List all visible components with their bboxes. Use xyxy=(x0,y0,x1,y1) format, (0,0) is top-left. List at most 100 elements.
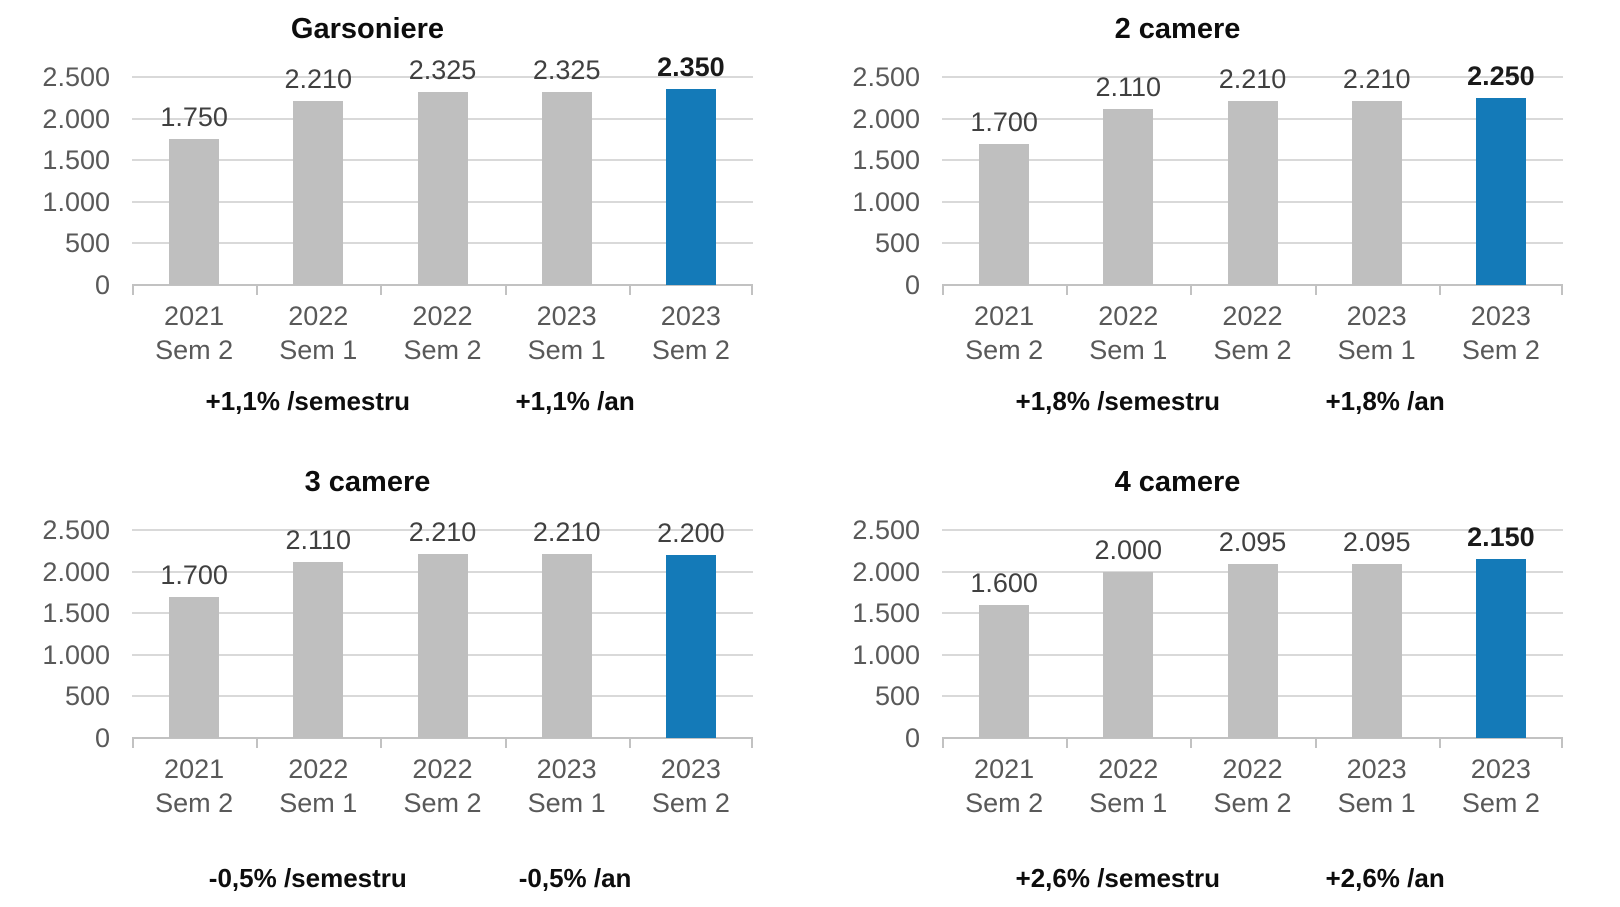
y-axis-tick-label: 2.000 xyxy=(852,103,920,134)
bar-highlighted xyxy=(665,555,716,738)
x-axis-category-label: 2023 Sem 2 xyxy=(629,752,753,820)
y-axis-tick-label: 1.500 xyxy=(42,598,110,629)
x-axis-category-line: 2021 xyxy=(974,301,1035,331)
y-axis-tick-label: 0 xyxy=(94,270,110,300)
x-axis-category-line: Sem 1 xyxy=(1337,788,1416,818)
bar xyxy=(169,139,220,285)
semester-change-annotation: +1,1% /semestru xyxy=(205,386,411,416)
x-axis-line xyxy=(132,737,753,739)
x-axis-category-line: 2023 xyxy=(1470,301,1531,331)
x-axis-tick xyxy=(256,738,259,748)
x-axis-category-line: 2021 xyxy=(164,301,225,331)
bar-value-label: 1.750 xyxy=(160,102,228,132)
bar xyxy=(1351,564,1402,738)
annual-change-annotation: -0,5% /an xyxy=(518,863,632,893)
x-axis-category-label: 2022 Sem 1 xyxy=(1066,299,1190,367)
bar xyxy=(293,101,344,285)
y-axis-tick-label: 2.000 xyxy=(852,556,920,587)
gridline xyxy=(132,529,753,531)
x-axis-tick xyxy=(504,738,507,748)
bar-highlighted xyxy=(665,89,716,285)
x-axis-category-label: 2022 Sem 2 xyxy=(380,299,504,367)
y-axis-tick-label: 1.000 xyxy=(42,639,110,670)
y-axis-tick-label: 1.500 xyxy=(852,145,920,176)
x-axis-tick xyxy=(942,285,944,295)
y-axis-tick-label: 2.500 xyxy=(42,62,110,92)
bar-chart-3-camere: 3 camere 0 500 1.000 1.500 2.000 2.500 1.700 2.… xyxy=(0,453,810,906)
x-axis-category-line: Sem 1 xyxy=(1337,335,1416,365)
bar-value-label: 2.210 xyxy=(408,517,477,547)
annotations: +1,8% /semestru +1,8% /an xyxy=(810,386,1620,426)
bar xyxy=(293,562,344,738)
plot-area: 0 500 1.000 1.500 2.000 2.500 1.700 2.110 2.210 2… xyxy=(42,515,753,753)
x-axis-category-line: 2022 xyxy=(1098,754,1159,784)
bar-value-label: 1.600 xyxy=(970,568,1038,598)
bar-value-label: 1.700 xyxy=(160,560,228,590)
x-axis-tick xyxy=(380,738,383,748)
x-axis-tick xyxy=(1561,285,1563,295)
x-axis-category-label: 2023 Sem 1 xyxy=(1315,752,1439,820)
x-axis-labels: 2021 Sem 2 2022 Sem 1 2022 Sem 2 2023 Sem 1 2023… xyxy=(942,752,1563,820)
bar-highlighted xyxy=(1475,98,1526,285)
x-axis-tick xyxy=(132,285,134,295)
y-axis-tick-label: 2.000 xyxy=(42,556,110,587)
x-axis-category-line: 2023 xyxy=(1346,301,1407,331)
bar-value-label: 2.325 xyxy=(408,55,477,85)
x-axis-labels: 2021 Sem 2 2022 Sem 1 2022 Sem 2 2023 Sem 1 2023… xyxy=(132,299,753,367)
x-axis-category-label: 2023 Sem 2 xyxy=(1439,299,1563,367)
bar-value-label: 2.110 xyxy=(1095,72,1162,102)
x-axis-category-line: 2022 xyxy=(412,754,473,784)
plot-area: 0 500 1.000 1.500 2.000 2.500 1.600 2.000 2.095 2… xyxy=(852,515,1563,753)
x-axis-category-line: 2021 xyxy=(974,754,1035,784)
y-axis-tick-label: 2.500 xyxy=(852,62,920,92)
x-axis-category-line: 2022 xyxy=(1222,301,1283,331)
x-axis-tick xyxy=(1314,738,1317,748)
x-axis-category-label: 2022 Sem 2 xyxy=(1190,752,1314,820)
x-axis-category-label: 2022 Sem 1 xyxy=(1066,752,1190,820)
x-axis-tick xyxy=(751,285,753,295)
y-axis-tick-label: 500 xyxy=(64,681,110,712)
y-axis-tick-label: 0 xyxy=(904,270,920,300)
x-axis-tick xyxy=(1190,285,1193,295)
bar xyxy=(169,597,220,738)
x-axis-category-line: 2023 xyxy=(660,301,721,331)
bar-value-label: 2.095 xyxy=(1218,527,1287,557)
x-axis-category-label: 2023 Sem 1 xyxy=(505,752,629,820)
x-axis-tick xyxy=(132,738,134,748)
x-axis-category-line: Sem 2 xyxy=(155,788,234,818)
y-axis-tick-label: 1.500 xyxy=(42,145,110,176)
x-axis-category-line: 2023 xyxy=(536,301,597,331)
bar xyxy=(1227,564,1278,738)
bar xyxy=(1103,109,1154,285)
x-axis-category-line: Sem 2 xyxy=(1461,335,1540,365)
x-axis-category-label: 2022 Sem 1 xyxy=(256,299,380,367)
x-axis-category-label: 2021 Sem 2 xyxy=(942,752,1066,820)
annotations: +1,1% /semestru +1,1% /an xyxy=(0,386,810,426)
bar-value-label: 2.200 xyxy=(657,518,725,548)
bar-value-label: 2.000 xyxy=(1094,535,1163,565)
x-axis-category-line: Sem 1 xyxy=(527,335,606,365)
x-axis-line xyxy=(942,737,1563,739)
semester-change-annotation: -0,5% /semestru xyxy=(208,863,407,893)
bar-value-label: 2.210 xyxy=(1342,64,1411,94)
y-axis-tick-label: 2.000 xyxy=(42,103,110,134)
bar-value-label: 2.095 xyxy=(1342,527,1411,557)
x-axis-category-label: 2023 Sem 1 xyxy=(505,299,629,367)
chart-title: 4 camere xyxy=(1114,466,1241,498)
x-axis-category-line: 2022 xyxy=(288,754,349,784)
y-axis-tick-label: 2.500 xyxy=(852,515,920,545)
bar xyxy=(979,144,1030,285)
y-axis-tick-label: 2.500 xyxy=(42,515,110,545)
annotations: -0,5% /semestru -0,5% /an xyxy=(0,863,810,903)
bar-chart-4-camere: 4 camere 0 500 1.000 1.500 2.000 2.500 1.600 2.… xyxy=(810,453,1620,906)
annual-change-annotation: +1,1% /an xyxy=(515,386,635,416)
x-axis-category-line: Sem 2 xyxy=(1213,335,1292,365)
x-axis-category-line: Sem 2 xyxy=(965,788,1044,818)
bar-value-label: 2.210 xyxy=(1218,64,1287,94)
bar-value-label: 1.700 xyxy=(970,107,1038,137)
x-axis-tick xyxy=(1438,738,1441,748)
x-axis-category-line: 2021 xyxy=(164,754,225,784)
x-axis-category-line: 2023 xyxy=(660,754,721,784)
y-axis-tick-label: 500 xyxy=(874,681,920,712)
bar-chart-garsoniere: Garsoniere 0 500 1.000 1.500 2.000 2.500 1.750… xyxy=(0,0,810,453)
